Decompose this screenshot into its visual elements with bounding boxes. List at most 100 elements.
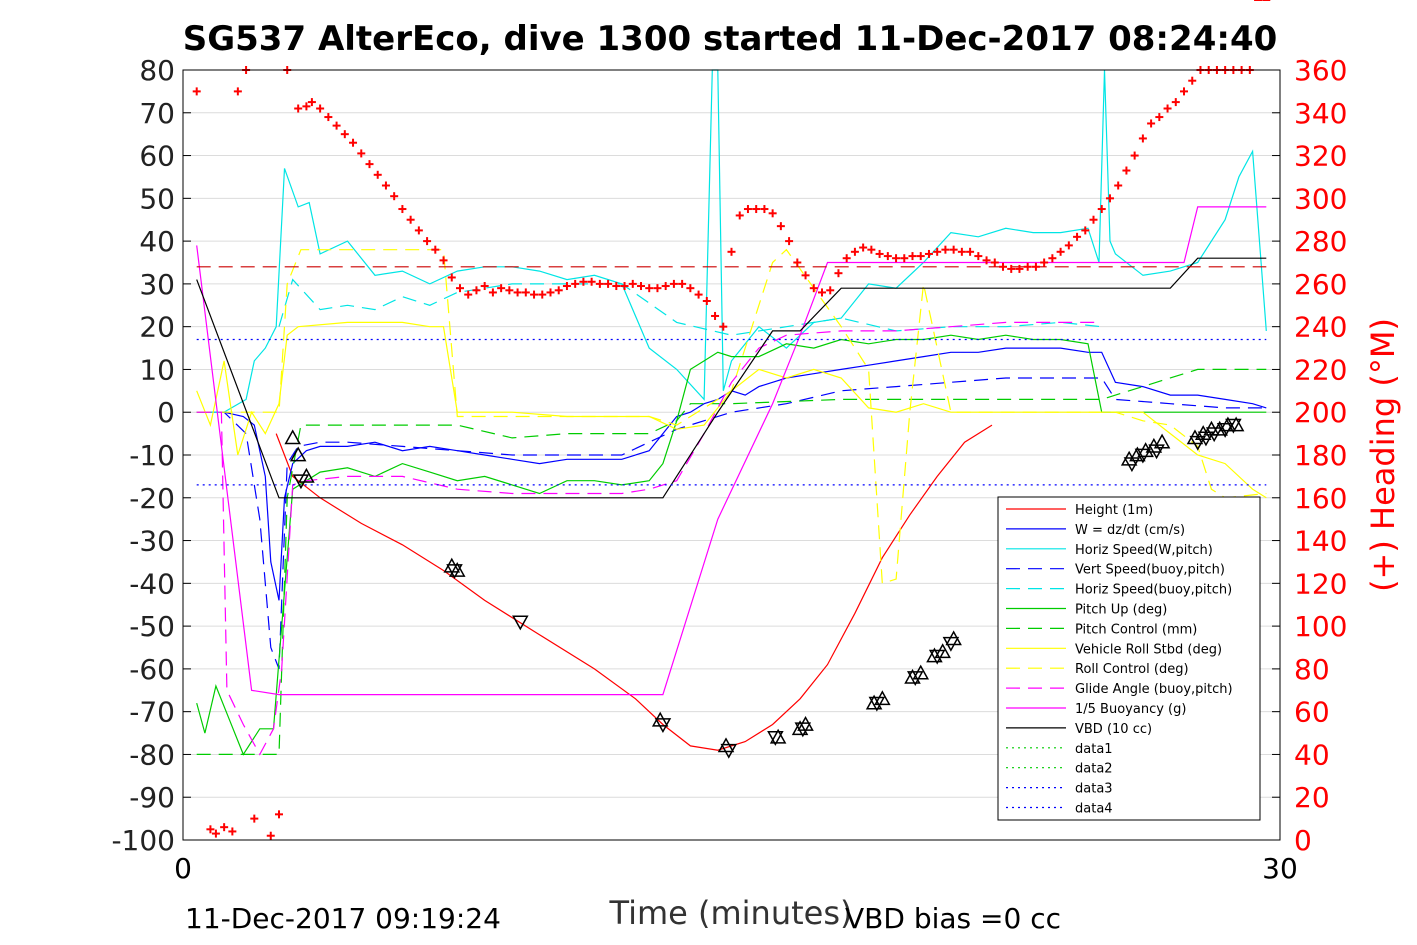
heading-point (776, 222, 785, 231)
heading-point (1007, 264, 1016, 273)
heading-point (1048, 254, 1057, 263)
heading-point (801, 271, 810, 280)
heading-point (587, 277, 596, 286)
heading-point (834, 269, 843, 278)
heading-point (883, 252, 892, 261)
legend-label: Roll Control (deg) (1075, 662, 1189, 677)
heading-layer (192, 0, 1271, 840)
down-triangle-marker (446, 564, 463, 580)
heading-point (768, 209, 777, 218)
legend-item: data1 (1006, 742, 1113, 757)
y-tick-label-right: 0 (1294, 824, 1312, 857)
heading-point (1138, 134, 1147, 143)
heading-point (447, 273, 456, 282)
heading-point (999, 262, 1008, 271)
heading-point (381, 181, 390, 190)
down-triangle-marker (1189, 435, 1206, 451)
y-tick-label-right: 80 (1294, 653, 1330, 686)
down-triangle-marker (1134, 448, 1152, 464)
heading-point (464, 290, 473, 299)
y-tick-label: -40 (129, 567, 175, 600)
heading-point (752, 205, 761, 214)
heading-point (233, 87, 242, 96)
legend-label: W = dz/dt (cm/s) (1075, 523, 1185, 538)
heading-point (571, 279, 580, 288)
heading-point (1130, 151, 1139, 160)
down-triangle-marker (1205, 427, 1223, 443)
legend-label: Height (1m) (1075, 503, 1153, 518)
down-triangle-marker (767, 730, 784, 746)
footer-timestamp: 11-Dec-2017 09:19:24 (185, 902, 501, 935)
series-line-1-5-buoyancy-g (196, 206, 1267, 696)
marker-layer (284, 416, 1245, 759)
heading-point (669, 279, 678, 288)
up-triangle-marker (904, 668, 921, 684)
y-tick-label: 20 (139, 311, 175, 344)
heading-point (620, 282, 629, 291)
heading-point (1171, 98, 1180, 107)
heading-point (1081, 226, 1090, 235)
y-tick-label-right: 40 (1294, 738, 1330, 771)
heading-point (908, 252, 917, 261)
heading-point (735, 211, 744, 220)
up-triangle-marker (865, 694, 883, 710)
y-tick-label: -60 (129, 653, 175, 686)
up-triangle-marker (769, 728, 787, 744)
heading-point (414, 226, 423, 235)
heading-point (1155, 113, 1164, 122)
heading-point (505, 286, 514, 295)
y-tick-label: 30 (139, 268, 175, 301)
y-tick-label-right: 240 (1294, 311, 1347, 344)
legend-item: Vert Speed(buoy,pitch) (1006, 563, 1225, 578)
legend-box (997, 496, 1261, 821)
legend-item: Pitch Control (mm) (1006, 622, 1197, 637)
y-tick-label: 10 (139, 353, 175, 386)
heading-point (990, 258, 999, 267)
heading-point (488, 288, 497, 297)
legend-label: data4 (1075, 802, 1113, 817)
heading-point (220, 823, 229, 832)
heading-point (357, 149, 366, 158)
legend-label: data2 (1075, 762, 1113, 777)
legend-item: Vehicle Roll Stbd (deg) (1006, 642, 1222, 657)
heading-point (472, 286, 481, 295)
y-tick-label: 50 (139, 182, 175, 215)
legend-label: VBD (10 cc) (1075, 722, 1152, 737)
heading-point (554, 286, 563, 295)
heading-point (373, 170, 382, 179)
y-tick-label: 70 (139, 97, 175, 130)
heading-point (513, 288, 522, 297)
series-line-roll-control-deg (196, 248, 1267, 585)
heading-point (826, 286, 835, 295)
heading-point (957, 247, 966, 256)
legend-label: Vehicle Roll Stbd (deg) (1075, 642, 1222, 657)
legend-item: Glide Angle (buoy,pitch) (1006, 682, 1233, 697)
heading-point (941, 245, 950, 254)
y-tick-label: 40 (139, 225, 175, 258)
heading-point (1147, 119, 1156, 128)
y-tick-label: -20 (129, 482, 175, 515)
legend-label: Horiz Speed(W,pitch) (1075, 543, 1213, 558)
up-triangle-marker (289, 446, 307, 462)
heading-point (694, 290, 703, 299)
heading-point (307, 98, 316, 107)
heading-point (266, 831, 275, 840)
heading-point (192, 87, 201, 96)
up-triangle-marker (791, 720, 809, 736)
y-tick-label: -10 (129, 439, 175, 472)
heading-point (530, 290, 539, 299)
legend-label: Pitch Control (mm) (1075, 622, 1197, 637)
heading-point (966, 247, 975, 256)
series-line-vbd-10-cc (196, 257, 1267, 499)
heading-point (1122, 166, 1131, 175)
heading-point (875, 249, 884, 258)
y-tick-label: 60 (139, 140, 175, 173)
down-triangle-marker (1225, 418, 1242, 434)
heading-point (686, 284, 695, 293)
heading-point (274, 810, 283, 819)
heading-point (431, 245, 440, 254)
down-triangle-marker (928, 649, 946, 665)
legend-item: 1/5 Buoyancy (g) (1006, 702, 1186, 717)
chart-title: SG537 AlterEco, dive 1300 started 11-Dec… (183, 19, 1278, 59)
series-line-horiz-speed-w-pitch (196, 69, 1267, 413)
